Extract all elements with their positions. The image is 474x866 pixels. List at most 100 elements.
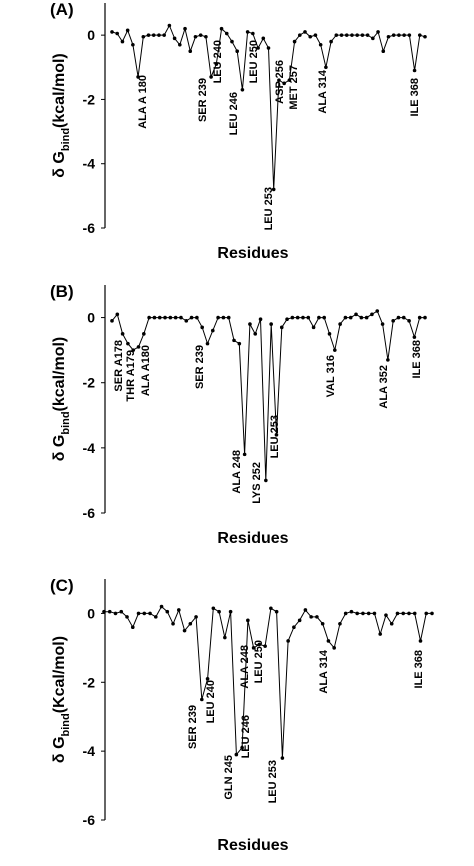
data-point (113, 611, 118, 616)
data-point (257, 642, 262, 647)
data-point (324, 65, 328, 70)
y-tick-label: -2 (83, 91, 96, 107)
y-tick-label: 0 (87, 27, 95, 43)
data-point (391, 33, 396, 37)
data-point (282, 81, 286, 86)
data-point (178, 42, 182, 47)
data-point (216, 315, 220, 320)
data-point (171, 621, 175, 626)
data-point (107, 609, 112, 614)
y-tick-label: -2 (83, 674, 96, 690)
data-point (389, 621, 394, 626)
data-point (188, 49, 193, 54)
data-point (290, 315, 295, 320)
data-point (131, 348, 136, 352)
residue-label: ALA A180 (140, 345, 152, 396)
data-point (339, 33, 344, 37)
residue-label: LEU 240 (212, 40, 224, 83)
data-point (365, 33, 370, 37)
data-point (384, 613, 388, 617)
data-point (412, 68, 417, 73)
data-point (287, 78, 292, 82)
data-point (318, 42, 323, 47)
residue-label: ILE 368 (413, 650, 425, 689)
data-point (253, 332, 258, 336)
data-point (418, 639, 423, 643)
data-point (261, 36, 266, 41)
residue-label: LEU 246 (228, 92, 240, 135)
residue-label: SER 239 (187, 705, 199, 749)
data-point (188, 621, 193, 626)
data-point (412, 611, 417, 616)
data-point (142, 332, 146, 336)
data-point (386, 358, 390, 362)
data-point (193, 34, 198, 39)
data-point (126, 341, 130, 346)
data-point (198, 33, 203, 37)
data-point (280, 756, 285, 760)
data-point (361, 611, 365, 616)
residue-label: LYS 252 (251, 462, 263, 504)
data-point (234, 752, 239, 757)
data-point (256, 46, 260, 50)
residue-label: ALA 248 (239, 645, 251, 689)
residue-label: ALA 314 (317, 69, 329, 113)
data-point (366, 611, 371, 616)
data-point (322, 315, 327, 320)
data-point (168, 315, 173, 320)
data-point (119, 609, 124, 614)
data-point (211, 606, 216, 611)
residue-label: ASP 256 (274, 60, 286, 104)
y-tick-label: -4 (83, 743, 96, 759)
data-point (424, 611, 429, 616)
data-point (301, 315, 305, 320)
data-point (162, 33, 166, 37)
data-point (235, 49, 239, 54)
data-point (242, 452, 247, 457)
data-point (266, 46, 271, 50)
data-point (115, 31, 120, 36)
data-point (344, 33, 349, 37)
data-point (309, 615, 313, 619)
data-point (110, 30, 114, 34)
residue-label: SER A178 (113, 340, 125, 392)
residue-label: ALA A 180 (137, 75, 149, 129)
y-tick-label: -6 (83, 812, 96, 828)
data-point (286, 639, 290, 643)
data-point (237, 341, 242, 346)
y-label-subscript: bind (60, 713, 72, 736)
data-point (329, 39, 333, 44)
data-point (165, 609, 170, 614)
y-label-unit: (Kcal/mol) (51, 636, 68, 713)
data-point (354, 312, 358, 317)
data-point (177, 608, 181, 612)
data-point (274, 609, 279, 614)
data-point (251, 646, 256, 650)
data-point (200, 697, 204, 702)
residue-label: ILE 368 (411, 340, 423, 379)
data-point (407, 33, 412, 37)
data-point (157, 33, 161, 37)
data-point (246, 618, 250, 623)
residue-label: LEU 240 (205, 680, 217, 723)
data-point (173, 315, 178, 320)
data-point (360, 33, 365, 37)
panel-label: (C) (50, 576, 74, 595)
data-point (130, 625, 135, 629)
data-point (332, 646, 336, 650)
data-point (376, 30, 380, 34)
y-tick-label: -4 (83, 440, 96, 456)
x-axis-label: Residues (217, 837, 288, 854)
data-point (205, 677, 210, 681)
data-point (277, 78, 281, 82)
data-point (147, 315, 151, 320)
data-point (136, 611, 141, 616)
y-tick-label: -6 (83, 505, 96, 521)
data-point (153, 615, 158, 619)
data-point (355, 611, 359, 616)
data-point (381, 49, 386, 54)
y-tick-label: -6 (83, 220, 96, 236)
data-point (151, 33, 156, 37)
data-point (240, 745, 244, 750)
y-tick-label: -2 (83, 375, 96, 391)
